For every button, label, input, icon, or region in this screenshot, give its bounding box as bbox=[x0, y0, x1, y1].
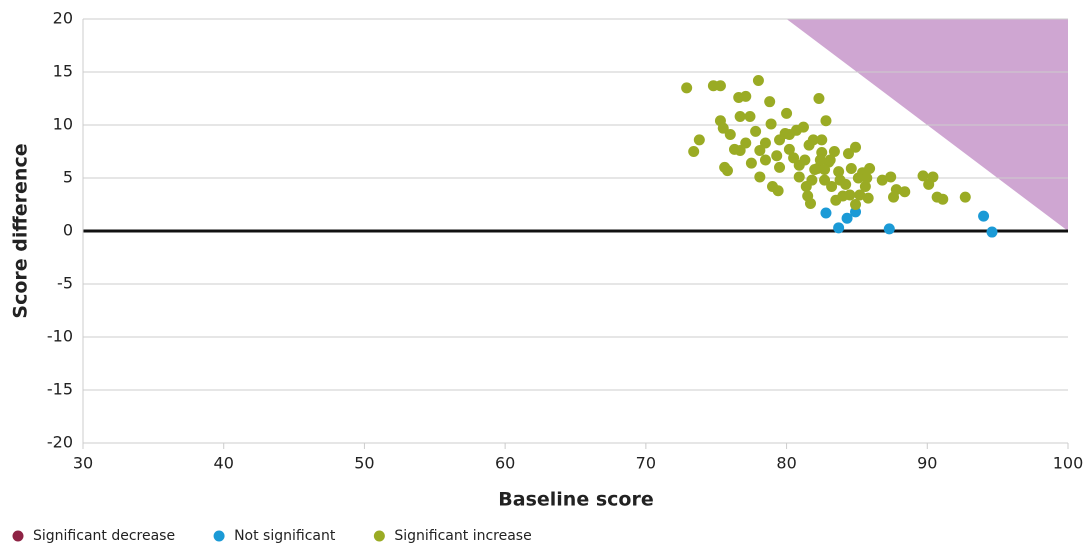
point bbox=[813, 93, 825, 104]
point bbox=[816, 134, 828, 146]
point bbox=[833, 166, 845, 178]
legend-label: Significant decrease bbox=[33, 528, 175, 544]
point bbox=[850, 141, 862, 153]
point bbox=[978, 210, 990, 222]
point bbox=[740, 137, 752, 149]
point bbox=[844, 189, 856, 201]
x-axis-title: Baseline score bbox=[498, 489, 653, 511]
y-tick-label: 10 bbox=[53, 115, 73, 134]
point bbox=[774, 134, 786, 146]
point bbox=[833, 222, 845, 234]
x-tick-label: 30 bbox=[73, 454, 93, 473]
point bbox=[864, 162, 876, 174]
point bbox=[783, 143, 795, 155]
y-axis-title: Score difference bbox=[10, 143, 32, 318]
point bbox=[883, 223, 895, 235]
point bbox=[781, 107, 793, 119]
y-tick-label: 0 bbox=[63, 221, 73, 240]
point bbox=[754, 171, 766, 183]
point bbox=[820, 115, 832, 127]
point bbox=[759, 154, 771, 166]
point bbox=[734, 111, 746, 123]
point bbox=[845, 162, 857, 174]
x-tick-label: 100 bbox=[1053, 454, 1084, 473]
point bbox=[959, 191, 971, 203]
point bbox=[803, 139, 815, 151]
point bbox=[859, 180, 871, 192]
point bbox=[724, 129, 736, 141]
point bbox=[772, 185, 784, 197]
legend-marker bbox=[213, 530, 225, 542]
point bbox=[819, 164, 831, 176]
x-tick-label: 40 bbox=[214, 454, 234, 473]
legend-marker bbox=[12, 530, 24, 542]
x-tick-label: 60 bbox=[495, 454, 515, 473]
point bbox=[876, 174, 888, 186]
y-tick-label: -10 bbox=[47, 327, 73, 346]
point bbox=[861, 172, 873, 184]
point bbox=[809, 164, 821, 176]
point bbox=[842, 148, 854, 160]
point bbox=[797, 121, 809, 133]
point bbox=[850, 199, 862, 210]
point bbox=[885, 171, 897, 183]
point bbox=[927, 171, 939, 183]
legend-marker bbox=[373, 530, 385, 542]
point bbox=[783, 129, 795, 141]
point bbox=[745, 157, 757, 169]
y-tick-label: 5 bbox=[63, 168, 73, 187]
point bbox=[754, 144, 766, 156]
point bbox=[744, 111, 756, 123]
y-tick-label: -15 bbox=[47, 380, 73, 399]
point bbox=[693, 134, 705, 146]
point bbox=[937, 193, 949, 205]
point bbox=[806, 174, 818, 186]
point bbox=[750, 125, 762, 137]
point bbox=[824, 154, 836, 166]
point bbox=[752, 74, 764, 86]
point bbox=[862, 192, 874, 204]
point bbox=[771, 150, 783, 162]
point bbox=[828, 146, 840, 157]
point bbox=[899, 186, 911, 198]
x-tick-label: 80 bbox=[776, 454, 796, 473]
point bbox=[688, 146, 700, 157]
point bbox=[764, 96, 776, 108]
point bbox=[765, 118, 777, 130]
legend-label: Significant increase bbox=[394, 528, 531, 544]
point bbox=[820, 207, 832, 219]
point bbox=[774, 161, 786, 173]
x-tick-label: 70 bbox=[636, 454, 656, 473]
point bbox=[740, 90, 752, 102]
point bbox=[804, 197, 816, 209]
point bbox=[717, 122, 729, 134]
y-tick-label: -5 bbox=[57, 274, 73, 293]
legend-label: Not significant bbox=[234, 528, 336, 544]
x-tick-label: 50 bbox=[354, 454, 374, 473]
point bbox=[854, 189, 866, 201]
y-tick-label: 15 bbox=[53, 62, 73, 81]
point bbox=[721, 165, 733, 177]
point bbox=[793, 171, 805, 183]
point bbox=[917, 170, 929, 182]
point bbox=[890, 184, 902, 196]
y-tick-label: -20 bbox=[47, 433, 73, 452]
point bbox=[986, 226, 998, 238]
point bbox=[714, 80, 726, 92]
point bbox=[841, 212, 853, 224]
x-tick-label: 90 bbox=[917, 454, 937, 473]
point bbox=[819, 174, 831, 186]
point bbox=[826, 180, 838, 192]
point bbox=[834, 174, 846, 186]
point bbox=[814, 154, 826, 166]
point bbox=[681, 82, 693, 94]
y-tick-label: 20 bbox=[53, 9, 73, 28]
point bbox=[793, 159, 805, 171]
